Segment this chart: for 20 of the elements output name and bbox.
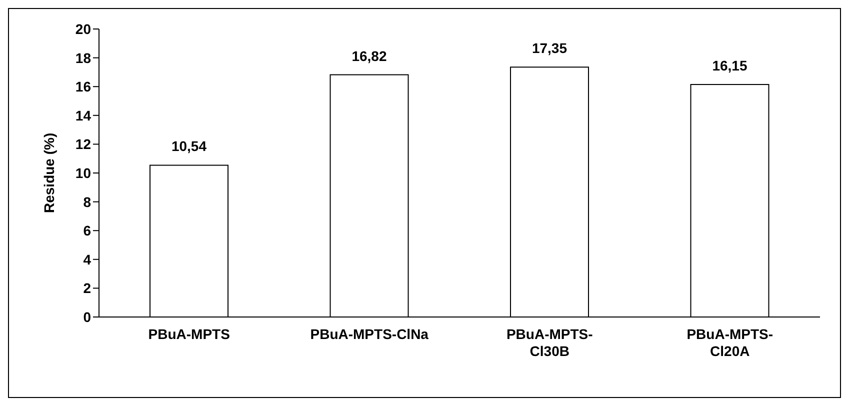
y-tick-label: 8 bbox=[83, 194, 92, 210]
x-tick-label: PBuA-MPTS-Cl30B bbox=[506, 326, 594, 359]
y-axis-title: Residue (%) bbox=[40, 132, 57, 213]
y-tick-label: 12 bbox=[75, 136, 92, 152]
y-tick-label: 4 bbox=[83, 251, 92, 268]
y-tick-label: 20 bbox=[75, 20, 92, 37]
data-label: 16,82 bbox=[352, 48, 387, 64]
data-label: 17,35 bbox=[532, 40, 568, 56]
y-tick-label: 0 bbox=[83, 308, 92, 325]
y-tick-label: 6 bbox=[83, 222, 92, 239]
y-tick-label: 10 bbox=[75, 164, 92, 181]
data-label: 16,15 bbox=[712, 57, 748, 74]
x-tick-label: PBuA-MPTS-Cl20A bbox=[686, 326, 774, 359]
y-tick-label: 16 bbox=[75, 78, 92, 95]
y-tick-label: 2 bbox=[83, 280, 92, 296]
y-tick-label: 14 bbox=[75, 107, 92, 124]
x-tick-label: PBuA-MPTS-ClNa bbox=[310, 326, 429, 342]
y-tick-label: 18 bbox=[75, 50, 92, 66]
data-label: 10,54 bbox=[171, 138, 207, 154]
x-tick-label: PBuA-MPTS bbox=[148, 326, 230, 342]
